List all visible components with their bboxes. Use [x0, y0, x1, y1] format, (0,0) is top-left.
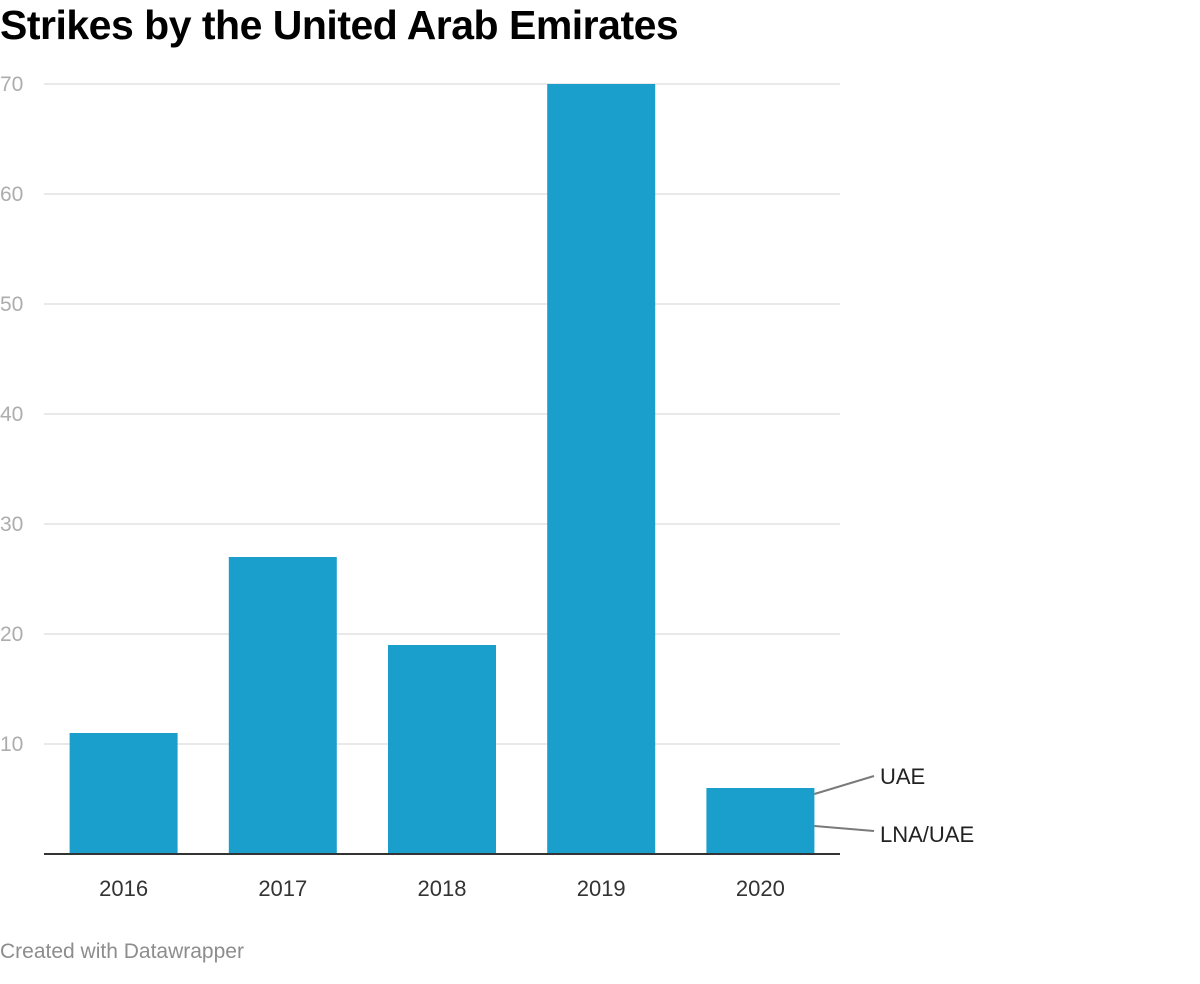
y-tick-label: 50 — [0, 293, 23, 316]
bar-2020 — [706, 788, 815, 854]
footer-credit: Created with Datawrapper — [0, 940, 244, 963]
bars — [69, 84, 815, 854]
uae-leader-line — [814, 775, 875, 795]
x-tick-label: 2019 — [577, 876, 626, 901]
series-label-lna-uae: LNA/UAE — [880, 822, 974, 847]
bar-2017 — [228, 557, 337, 854]
series-label-uae: UAE — [880, 764, 925, 789]
chart-title: Strikes by the United Arab Emirates — [0, 2, 679, 48]
bar-2018 — [388, 645, 496, 854]
y-tick-label: 30 — [0, 513, 23, 536]
x-tick-label: 2017 — [258, 876, 307, 901]
bar-2019 — [547, 84, 656, 854]
x-tick-label: 2020 — [736, 876, 785, 901]
lna-uae-leader-line — [814, 825, 875, 832]
series-labels: UAE LNA/UAE — [814, 764, 974, 847]
y-tick-label: 40 — [0, 403, 23, 426]
y-tick-label: 10 — [0, 733, 23, 756]
y-tick-label: 70 — [0, 73, 23, 96]
x-tick-label: 2018 — [418, 876, 467, 901]
bar-2016 — [69, 733, 178, 854]
y-tick-label: 20 — [0, 623, 23, 646]
x-tick-label: 2016 — [99, 876, 148, 901]
x-axis-ticks: 2016 2017 2018 2019 2020 — [99, 876, 785, 901]
y-axis-ticks: 10 20 30 40 50 60 70 — [0, 73, 23, 756]
y-tick-label: 60 — [0, 183, 23, 206]
